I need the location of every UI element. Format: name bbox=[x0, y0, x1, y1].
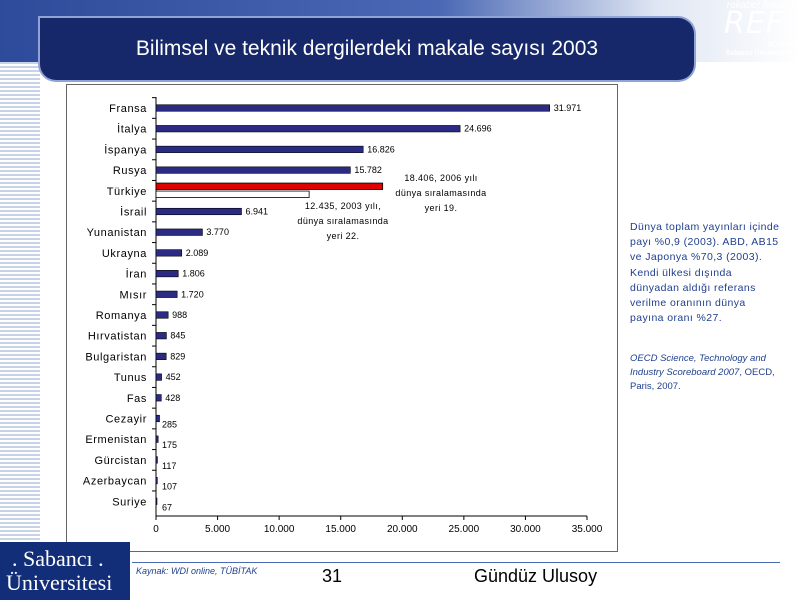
category-label: Tunus bbox=[114, 372, 147, 384]
page-number: 31 bbox=[322, 566, 343, 586]
side-reference-title: OECD Science, Technology and Industry Sc… bbox=[630, 353, 766, 378]
value-label: 67 bbox=[162, 502, 172, 512]
category-label: Fransa bbox=[109, 103, 147, 115]
author-name: Gündüz Ulusoy bbox=[474, 566, 598, 586]
logo-top-text: rekabet forumu bbox=[726, 0, 794, 11]
bar bbox=[155, 414, 160, 423]
logo-sub1-text: TÜSİAD bbox=[767, 42, 794, 49]
bar bbox=[155, 290, 178, 298]
sabanci-logo-line2: Üniversitesi bbox=[6, 570, 113, 595]
annotation-2006-line2: dünya sıralamasında bbox=[395, 188, 487, 198]
annotation-2003-line3: yeri 22. bbox=[326, 231, 360, 241]
annotation-2003-line2: dünya sıralamasında bbox=[297, 216, 389, 226]
category-label: Suriye bbox=[112, 496, 147, 508]
value-label: 1.806 bbox=[182, 269, 205, 279]
bar bbox=[155, 456, 158, 464]
category-label: İran bbox=[126, 268, 147, 281]
value-label: 829 bbox=[170, 351, 185, 361]
category-label: Romanya bbox=[96, 310, 148, 322]
bar bbox=[155, 394, 162, 402]
bar bbox=[155, 125, 461, 133]
bar bbox=[155, 166, 351, 174]
x-tick-label: 20.000 bbox=[387, 524, 418, 535]
category-label: Rusya bbox=[113, 165, 147, 177]
bar bbox=[155, 373, 162, 381]
highlight-bar bbox=[155, 182, 384, 190]
title-banner: Bilimsel ve teknik dergilerdeki makale s… bbox=[40, 18, 694, 80]
category-label: Fas bbox=[127, 393, 147, 405]
value-label: 24.696 bbox=[464, 124, 492, 134]
category-label: Türkiye bbox=[107, 186, 147, 198]
annotation-2006-line1: 18.406, 2006 yılı bbox=[404, 173, 478, 183]
annotation-2006-line3: yeri 19. bbox=[424, 203, 458, 213]
x-tick-label: 35.000 bbox=[572, 524, 603, 535]
logo-sub2-text: Sabancı Üniversitesi bbox=[725, 50, 794, 57]
sabanci-logo-line1: . Sabancı . bbox=[12, 546, 104, 571]
x-tick-label: 10.000 bbox=[264, 524, 295, 535]
bar bbox=[155, 249, 183, 257]
category-label: Yunanistan bbox=[87, 227, 147, 239]
ref-logo: rekabet forumu REF TÜSİAD Sabancı Üniver… bbox=[712, 0, 800, 58]
annotation-2003-line1: 12.435, 2003 yılı, bbox=[304, 201, 382, 211]
value-label: 845 bbox=[170, 331, 185, 341]
stripe-band bbox=[0, 62, 40, 542]
category-label: Ermenistan bbox=[85, 434, 147, 446]
value-label: 117 bbox=[162, 461, 176, 471]
x-tick-label: 30.000 bbox=[510, 524, 541, 535]
category-label: Mısır bbox=[120, 289, 147, 301]
bar bbox=[155, 270, 179, 278]
value-label: 16.826 bbox=[367, 144, 395, 154]
slide-title: Bilimsel ve teknik dergilerdeki makale s… bbox=[135, 37, 599, 60]
category-label: Hırvatistan bbox=[88, 331, 147, 343]
bar bbox=[155, 311, 169, 319]
bar bbox=[155, 104, 551, 112]
source-note: Kaynak: WDI online, TÜBİTAK bbox=[136, 566, 258, 576]
value-label: 1.720 bbox=[181, 289, 204, 299]
bar-chart: 0 5.000 10.000 15.000 20.000 25.000 30.000 35.0… bbox=[83, 97, 603, 535]
category-label: İsrail bbox=[120, 206, 147, 219]
bar bbox=[155, 332, 167, 340]
annotation-2006: 18.406, 2006 yılı dünya sıralamasında ye… bbox=[385, 171, 497, 216]
value-label: 3.770 bbox=[206, 227, 229, 237]
bar bbox=[155, 477, 158, 485]
value-label: 428 bbox=[165, 393, 180, 403]
side-reference: OECD Science, Technology and Industry Sc… bbox=[630, 352, 780, 394]
value-label: 285 bbox=[162, 420, 177, 430]
category-label: Azerbaycan bbox=[83, 476, 147, 488]
category-label: Gürcistan bbox=[95, 455, 147, 467]
x-tick-label: 15.000 bbox=[325, 524, 356, 535]
bar bbox=[155, 190, 310, 198]
side-reference-publisher: , OECD, Paris, 2007. bbox=[630, 367, 775, 392]
bar bbox=[155, 435, 159, 443]
bar bbox=[155, 228, 203, 236]
bar bbox=[155, 352, 167, 360]
value-label: 175 bbox=[162, 440, 177, 450]
value-label: 6.941 bbox=[245, 207, 268, 217]
value-label: 107 bbox=[162, 482, 177, 492]
value-label: 15.782 bbox=[354, 165, 382, 175]
value-label: 452 bbox=[166, 372, 181, 382]
category-label: Bulgaristan bbox=[85, 351, 147, 363]
annotation-2003: 12.435, 2003 yılı, dünya sıralamasında y… bbox=[281, 199, 405, 244]
logo-ref-text: REF bbox=[724, 6, 785, 41]
x-tick-label: 0 bbox=[153, 524, 159, 535]
sabanci-logo: . Sabancı . Üniversitesi bbox=[0, 542, 130, 600]
x-tick-label: 5.000 bbox=[205, 524, 230, 535]
bar bbox=[155, 145, 364, 153]
footer-divider bbox=[132, 562, 780, 563]
bar bbox=[155, 497, 158, 505]
category-label: Cezayir bbox=[106, 414, 148, 426]
side-note: Dünya toplam yayınları içinde payı %0,9 … bbox=[630, 221, 780, 325]
category-label: İspanya bbox=[104, 143, 147, 156]
bar bbox=[155, 207, 242, 216]
value-label: 2.089 bbox=[186, 248, 209, 258]
category-label: İtalya bbox=[117, 123, 147, 136]
value-label: 31.971 bbox=[554, 103, 582, 113]
x-tick-label: 25.000 bbox=[449, 524, 480, 535]
chart-frame: 0 5.000 10.000 15.000 20.000 25.000 30.000 35.0… bbox=[66, 84, 618, 552]
value-label: 988 bbox=[172, 310, 187, 320]
category-label: Ukrayna bbox=[102, 248, 147, 260]
